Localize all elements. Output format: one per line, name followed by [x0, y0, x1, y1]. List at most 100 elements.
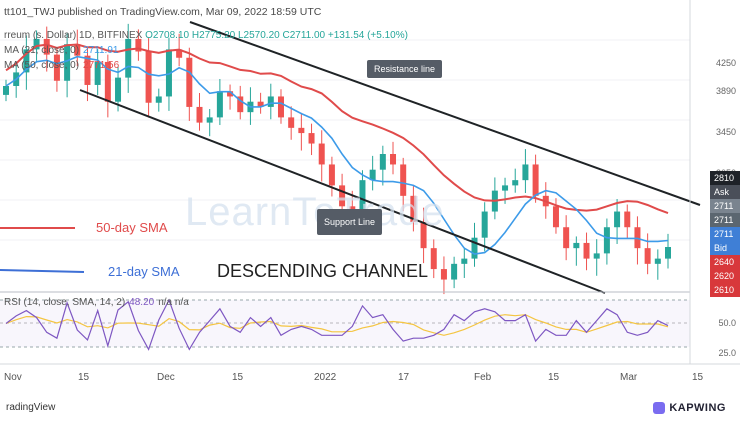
candle-body [400, 164, 407, 196]
price-label: 2610 [710, 283, 740, 297]
candle-body [410, 195, 417, 222]
rsi-ma-line [5, 314, 669, 336]
price-label: 2620 [710, 269, 740, 283]
rsi-legend-label: RSI (14, close, SMA, 14, 2) [4, 297, 126, 308]
rsi-legend-rest: n/a n/a [158, 297, 189, 308]
candle-body [563, 227, 570, 249]
candle-body [654, 258, 661, 264]
time-label: Dec [157, 372, 175, 383]
candle-body [532, 164, 539, 196]
channel-label: DESCENDING CHANNEL [217, 261, 428, 281]
candle-body [43, 38, 50, 55]
candle-body [328, 164, 335, 186]
candle-body [155, 96, 162, 103]
price-tick: 3890 [715, 86, 736, 96]
candle-body [471, 237, 478, 259]
candle-body [481, 211, 488, 238]
candle-body [593, 253, 600, 259]
candles [3, 23, 671, 295]
candle-body [461, 258, 468, 264]
candle-body [84, 55, 91, 85]
candle-body [3, 86, 9, 95]
ma50-legend-label: MA (50, close, 0) [4, 60, 80, 71]
time-label: 15 [78, 372, 90, 383]
candle-body [573, 242, 580, 249]
ma50-legend-value: 2771.56 [83, 60, 120, 71]
candle-body [277, 96, 284, 118]
time-label: Mar [620, 372, 638, 383]
candle-body [359, 180, 366, 212]
resistance-line-tag[interactable]: Resistance line [367, 60, 443, 78]
candle-body [451, 263, 458, 280]
sma21-label: 21-day SMA [108, 264, 180, 279]
legend-ma50: MA (50, close, 0) 2771.56 [4, 60, 119, 71]
kapwing-badge[interactable]: KAPWING [653, 402, 726, 414]
candle-body [237, 96, 244, 113]
time-label: 15 [232, 372, 244, 383]
candle-body [379, 154, 386, 170]
support-line-tag[interactable]: Support Line [317, 209, 383, 235]
time-label: 2022 [314, 372, 337, 383]
candle-body [115, 77, 122, 102]
candle-body [288, 117, 295, 128]
price-label: Bid [710, 241, 740, 255]
ma21-line [5, 55, 669, 255]
time-label: Nov [4, 372, 22, 383]
rsi-line [5, 298, 669, 351]
price-tick: 3450 [715, 127, 736, 137]
candle-body [339, 185, 346, 207]
ma21-legend-label: MA (21, close, 0) [4, 45, 80, 56]
candle-body [318, 143, 325, 165]
time-label: 17 [398, 372, 410, 383]
time-label: 15 [548, 372, 560, 383]
candle-body [104, 61, 111, 102]
candle-body [64, 44, 71, 81]
candle-body [349, 206, 356, 212]
ma50-line [5, 43, 669, 215]
price-label: 2640 [710, 255, 740, 269]
candle-body [522, 164, 529, 181]
candle-body [512, 180, 519, 186]
candle-body [390, 154, 397, 165]
candle-body [267, 96, 274, 107]
candle-body [33, 38, 40, 50]
grid [0, 39, 690, 241]
candle-body [420, 222, 427, 249]
rsi-tick-50: 50.0 [718, 318, 736, 328]
price-label: 2810 [710, 171, 740, 185]
sma21-legend-swatch [0, 269, 85, 273]
candle-body [125, 38, 132, 78]
candle-body [430, 248, 437, 270]
candle-body [298, 127, 305, 134]
price-tick: 4250 [715, 58, 736, 68]
candle-body [145, 51, 152, 103]
candle-body [94, 61, 101, 85]
candle-body [308, 133, 315, 144]
candle-body [369, 169, 376, 181]
candle-body [644, 248, 651, 264]
legend-ma21: MA (21, close, 0) 2711.91 [4, 45, 118, 56]
price-label: Ask [710, 185, 740, 199]
candle-body [665, 247, 671, 259]
resistance-channel-line[interactable] [189, 21, 701, 206]
candle-body [23, 49, 30, 73]
candle-body [583, 242, 590, 259]
candle-body [165, 49, 172, 97]
price-label: 2711 [710, 213, 740, 227]
candle-body [216, 91, 223, 118]
time-label: 15 [692, 372, 704, 383]
kapwing-icon [653, 402, 666, 414]
ohlc-text: O2708.10 H2775.20 L2570.20 C2711.00 +131… [145, 30, 408, 41]
tradingview-logo[interactable]: radingView [6, 402, 55, 413]
footer: radingView KAPWING [0, 394, 740, 416]
candle-body [603, 227, 610, 254]
tradingview-text: radingView [6, 402, 56, 413]
candle-body [186, 57, 193, 107]
candle-body [624, 211, 631, 228]
candle-body [196, 106, 203, 123]
support-channel-line[interactable] [79, 89, 606, 294]
candle-body [552, 206, 559, 228]
watermark: LearnToTrade [185, 190, 445, 234]
price-label: 2711 [710, 199, 740, 213]
